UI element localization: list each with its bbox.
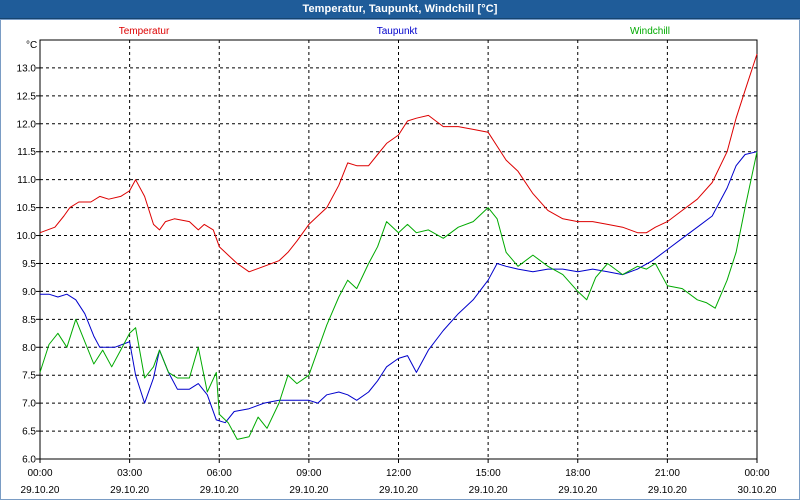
y-tick-label: 12.5 <box>17 91 37 102</box>
x-tick-time-label: 09:00 <box>296 468 321 479</box>
chart-title-bar: Temperatur, Taupunkt, Windchill [°C] <box>0 0 800 19</box>
x-tick-time-label: 00:00 <box>27 468 52 479</box>
grid-layer <box>36 40 758 463</box>
y-axis-label: °C <box>26 40 37 51</box>
y-tick-label: 7.0 <box>22 399 36 410</box>
y-tick-label: 11.0 <box>17 175 36 186</box>
chart-title: Temperatur, Taupunkt, Windchill [°C] <box>302 3 498 15</box>
x-tick-date-label: 29.10.20 <box>289 485 328 496</box>
x-tick-time-label: 03:00 <box>117 468 142 479</box>
series-line-windchill <box>39 151 758 440</box>
y-tick-label: 10.0 <box>17 231 37 242</box>
y-tick-label: 8.5 <box>22 315 36 326</box>
y-tick-label: 9.0 <box>22 287 36 298</box>
x-tick-date-label: 29.10.20 <box>21 485 60 496</box>
x-tick-time-label: 21:00 <box>655 468 680 479</box>
x-tick-time-label: 15:00 <box>476 468 501 479</box>
x-tick-date-label: 29.10.20 <box>469 485 508 496</box>
y-tick-label: 11.5 <box>17 147 36 158</box>
label-layer: 6.0 6.5 7.0 7.5 8.0 8.5 9.0 9.5 10.0 10.5 11.0 11.5… <box>17 26 777 496</box>
x-tick-date-label: 29.10.20 <box>200 485 239 496</box>
series-layer <box>39 53 758 440</box>
y-tick-label: 8.0 <box>22 343 36 354</box>
x-tick-time-label: 18:00 <box>565 468 590 479</box>
y-tick-label: 7.5 <box>22 371 36 382</box>
y-tick-label: 6.5 <box>22 427 36 438</box>
legend-label-temperatur: Temperatur <box>119 26 170 37</box>
y-tick-label: 9.5 <box>22 259 36 270</box>
plot-area <box>39 39 758 460</box>
y-tick-label: 13.0 <box>17 63 37 74</box>
x-tick-date-label: 30.10.20 <box>738 485 777 496</box>
x-tick-time-label: 06:00 <box>207 468 232 479</box>
series-line-taupunkt <box>40 151 758 424</box>
y-tick-label: 6.0 <box>22 455 36 466</box>
legend-label-taupunkt: Taupunkt <box>377 26 418 37</box>
x-tick-date-label: 29.10.20 <box>558 485 597 496</box>
legend-label-windchill: Windchill <box>630 26 670 37</box>
y-tick-label: 10.5 <box>17 203 37 214</box>
x-tick-time-label: 12:00 <box>386 468 411 479</box>
x-tick-time-label: 00:00 <box>744 468 769 479</box>
x-tick-date-label: 29.10.20 <box>110 485 149 496</box>
y-tick-label: 12.0 <box>17 119 37 130</box>
x-tick-date-label: 29.10.20 <box>648 485 687 496</box>
x-tick-date-label: 29.10.20 <box>379 485 418 496</box>
series-line-temperatur <box>39 53 758 273</box>
